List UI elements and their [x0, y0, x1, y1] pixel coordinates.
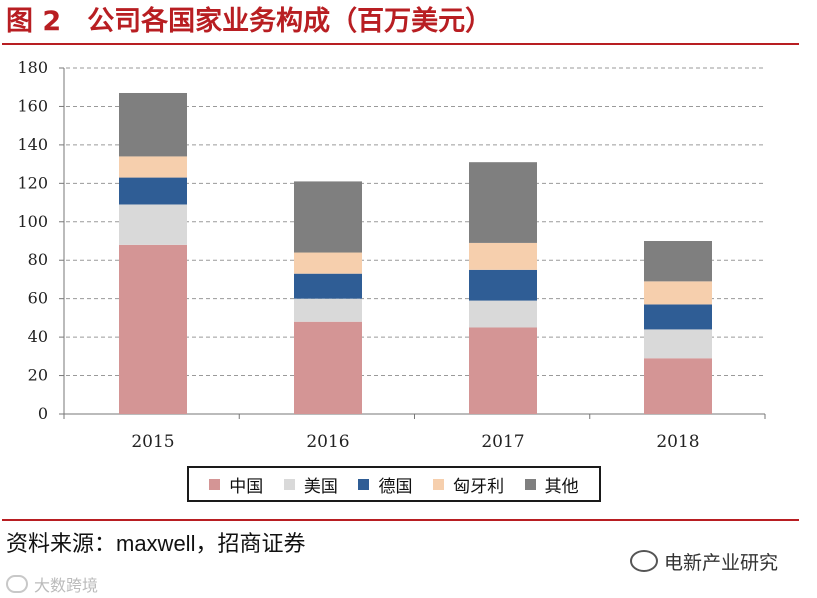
- bar-segment: [644, 329, 712, 359]
- bar-segment: [294, 181, 362, 253]
- bar-segment: [469, 327, 537, 414]
- figure-title: 图 2 公司各国家业务构成（百万美元）: [6, 4, 492, 40]
- x-tick-label: 2018: [656, 432, 699, 450]
- y-tick-label: 60: [28, 289, 48, 308]
- y-tick-label: 0: [38, 404, 48, 423]
- bar-segment: [119, 204, 187, 245]
- legend-item: 德国: [358, 472, 412, 497]
- bar-segment: [644, 304, 712, 330]
- wechat-icon: [630, 550, 658, 572]
- y-tick-label: 180: [17, 58, 48, 77]
- wechat-account-name: 电新产业研究: [664, 551, 779, 574]
- bar-segment: [119, 156, 187, 178]
- x-tick-label: 2015: [131, 432, 174, 450]
- legend-swatch: [524, 478, 536, 490]
- legend-label: 匈牙利: [453, 476, 505, 497]
- bar-segment: [294, 298, 362, 322]
- legend-label: 美国: [303, 476, 338, 497]
- legend-label: 其他: [544, 476, 579, 497]
- figure-title-text: 公司各国家业务构成（百万美元）: [87, 6, 493, 37]
- brand-watermark: 大数跨境: [6, 572, 98, 596]
- chart-legend: 中国 美国 德国 匈牙利 其他: [187, 466, 601, 502]
- source-note: 资料来源：maxwell，招商证券: [6, 531, 306, 556]
- y-tick-label: 20: [28, 366, 48, 385]
- legend-swatch: [209, 478, 221, 490]
- legend-label: 德国: [378, 476, 413, 497]
- bar-segment: [469, 269, 537, 301]
- bar-segment: [469, 162, 537, 243]
- legend-label: 中国: [229, 476, 264, 497]
- bar-segment: [644, 281, 712, 305]
- legend-item: 中国: [209, 472, 263, 497]
- title-divider: [2, 43, 799, 45]
- legend-swatch: [358, 478, 370, 490]
- bar-segment: [294, 321, 362, 414]
- legend-item: 匈牙利: [433, 472, 504, 497]
- bar-segment: [119, 177, 187, 205]
- wechat-watermark: 电新产业研究: [630, 548, 778, 574]
- legend-swatch: [283, 478, 295, 490]
- y-tick-label: 140: [17, 135, 48, 154]
- y-tick-label: 80: [28, 250, 48, 269]
- brand-watermark-text: 大数跨境: [34, 576, 99, 595]
- legend-item: 其他: [524, 472, 579, 497]
- bar-segment: [119, 244, 187, 414]
- x-tick-label: 2016: [306, 432, 349, 450]
- y-tick-label: 160: [17, 96, 48, 115]
- bar-segment: [469, 242, 537, 270]
- y-tick-label: 40: [28, 327, 48, 346]
- y-tick-label: 100: [17, 212, 48, 231]
- bar-segment: [644, 241, 712, 282]
- bar-segment: [119, 92, 187, 157]
- source-divider: [2, 519, 799, 521]
- bar-segment: [469, 300, 537, 328]
- brand-logo-icon: [6, 575, 28, 593]
- legend-swatch: [433, 478, 445, 490]
- x-tick-label: 2017: [481, 432, 524, 450]
- bar-segment: [294, 252, 362, 274]
- bar-segment: [644, 358, 712, 414]
- figure-number: 图 2: [6, 6, 62, 37]
- legend-item: 美国: [283, 472, 338, 497]
- bar-segment: [294, 273, 362, 299]
- stacked-bar-chart: 0 20 40 60 80 100 120 140 160 180 2015 2016 2017 2018: [17, 58, 766, 450]
- y-tick-label: 120: [17, 173, 48, 192]
